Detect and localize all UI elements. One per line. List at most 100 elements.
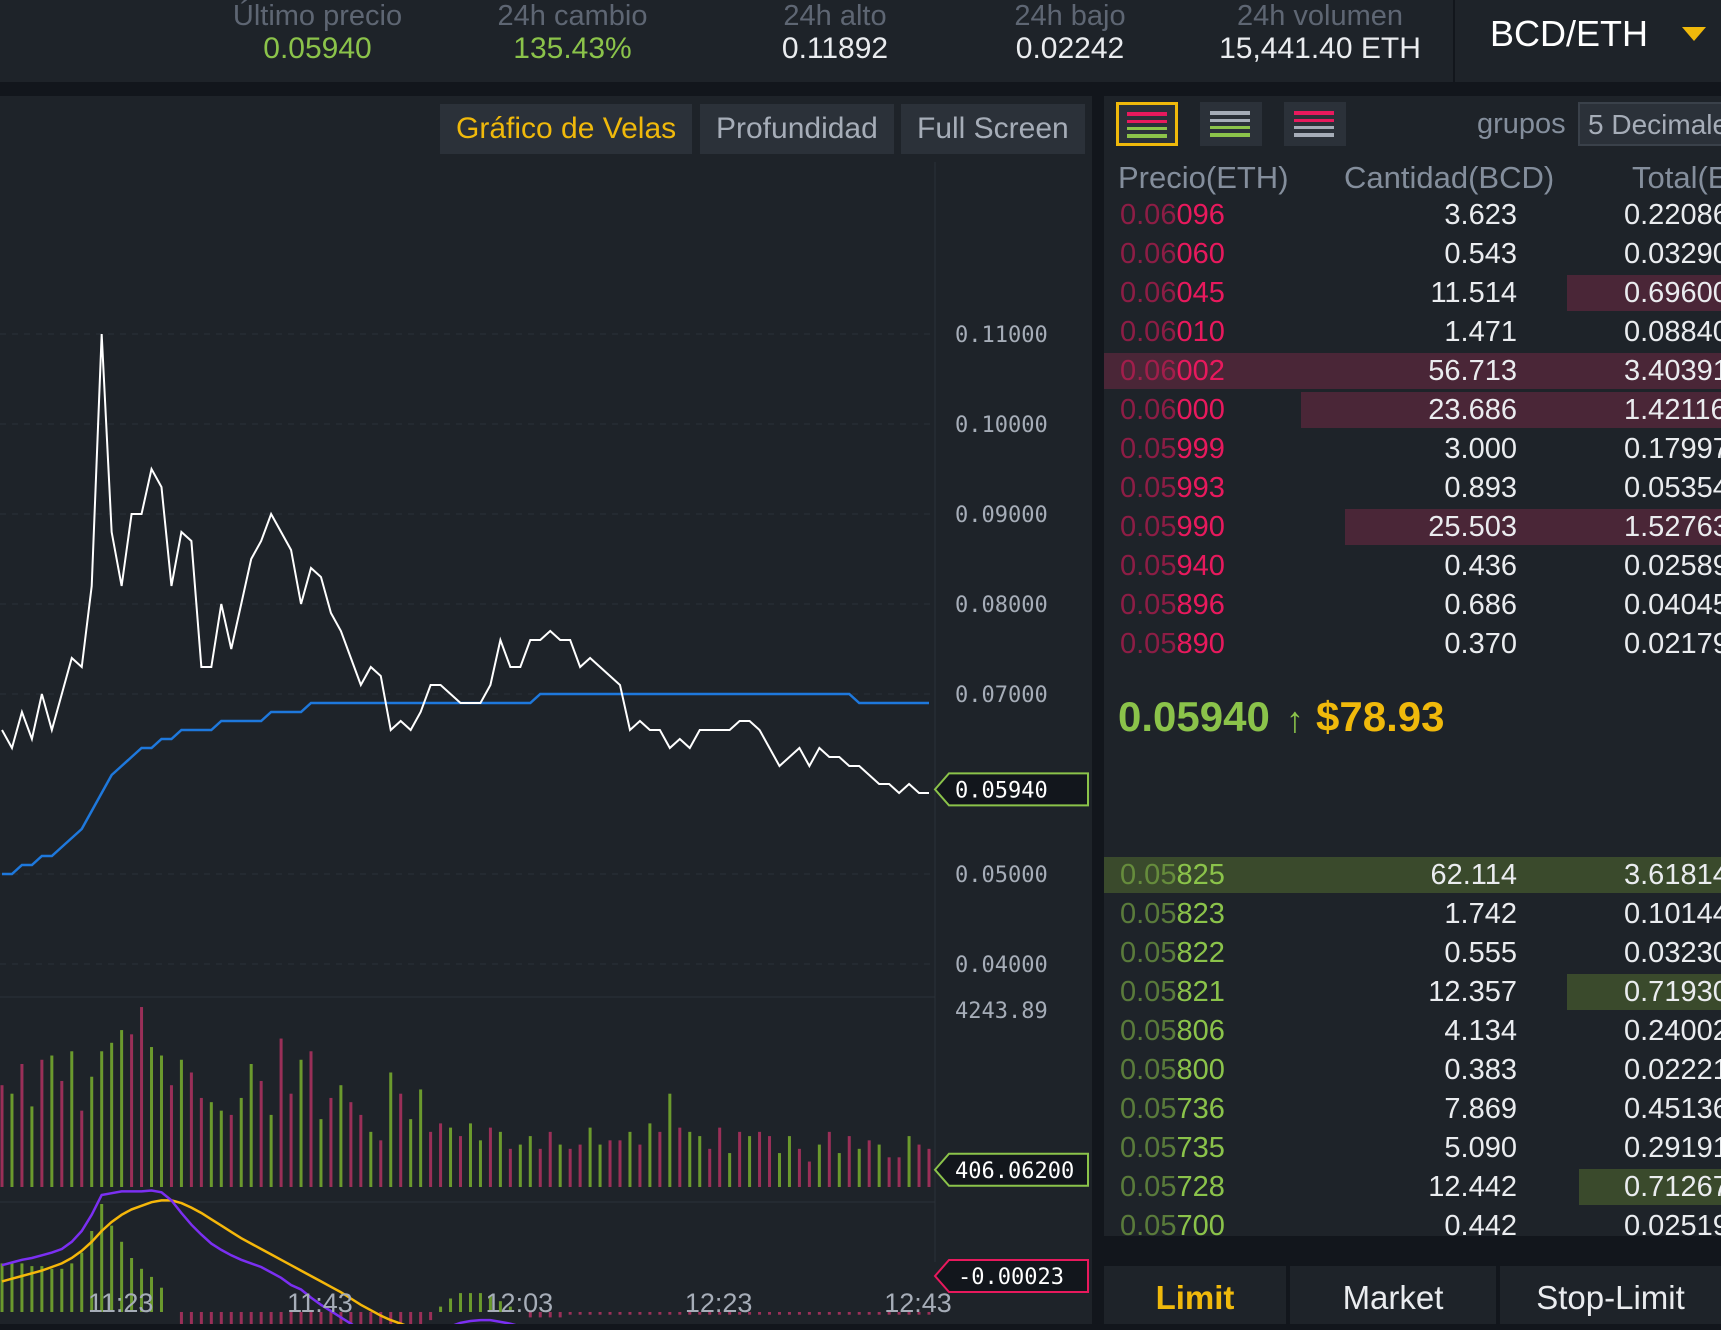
ask-row[interactable]: 0.05993 0.893 0.05354 (1104, 469, 1721, 508)
volume-bar (209, 1102, 213, 1187)
macd-histogram-bar (927, 1312, 931, 1315)
volume-bar (70, 1051, 74, 1187)
row-price: 0.06060 (1120, 235, 1225, 274)
macd-histogram-bar (389, 1312, 393, 1324)
macd-histogram-bar (708, 1312, 712, 1315)
ask-row[interactable]: 0.05896 0.686 0.04045 (1104, 586, 1721, 625)
bid-row[interactable]: 0.05800 0.383 0.02221 (1104, 1051, 1721, 1090)
column-header-amount: Cantidad(BCD) (1344, 160, 1555, 195)
row-total: 0.08840 (1624, 316, 1721, 348)
macd-histogram-bar (299, 1312, 303, 1324)
macd-line (1, 1189, 517, 1324)
price-suffix: 002 (1176, 355, 1225, 387)
decimals-select[interactable]: 5 Decimales (1578, 102, 1721, 146)
orderbook-view-asks-icon[interactable] (1284, 102, 1346, 146)
ask-row[interactable]: 0.06096 3.623 0.22086 (1104, 196, 1721, 235)
bid-row[interactable]: 0.05823 1.742 0.10144 (1104, 895, 1721, 934)
macd-histogram-bar (419, 1312, 423, 1324)
volume-bar (857, 1148, 861, 1187)
price-prefix: 0.06 (1120, 238, 1177, 270)
tab-full-screen[interactable]: Full Screen (901, 104, 1085, 154)
ask-row[interactable]: 0.05890 0.370 0.02179 (1104, 625, 1721, 664)
ask-row[interactable]: 0.06060 0.543 0.03290 (1104, 235, 1721, 274)
orderbook-view-bids-icon[interactable] (1200, 102, 1262, 146)
volume-bar (419, 1089, 423, 1187)
row-price: 0.05940 (1120, 547, 1225, 586)
row-price: 0.05735 (1120, 1129, 1225, 1168)
volume-bar (259, 1080, 263, 1187)
tab-depth-chart[interactable]: Profundidad (700, 104, 894, 154)
volume-bar (299, 1059, 303, 1187)
stat-last-price: Último precio 0.05940 (225, 0, 410, 66)
macd-histogram-bar (787, 1312, 791, 1315)
volume-bar (598, 1144, 602, 1187)
row-price: 0.05700 (1120, 1207, 1225, 1236)
macd-histogram-bar (259, 1312, 263, 1324)
bid-row[interactable]: 0.05806 4.134 0.24002 (1104, 1012, 1721, 1051)
chart-panel: Gráfico de Velas Profundidad Full Screen… (0, 96, 1092, 1324)
macd-histogram-bar (548, 1312, 552, 1318)
depth-bar (1345, 509, 1721, 545)
price-prefix: 0.05 (1120, 1015, 1177, 1047)
volume-bar (439, 1123, 443, 1187)
row-total: 0.17997 (1624, 433, 1721, 465)
stat-label: Último precio (232, 0, 403, 32)
ask-row[interactable]: 0.05940 0.436 0.02589 (1104, 547, 1721, 586)
row-total: 0.71267 (1624, 1171, 1721, 1203)
macd-histogram-bar (608, 1312, 612, 1315)
volume-bar (608, 1140, 612, 1187)
price-chart[interactable]: 0.11000 0.10000 0.09000 0.08000 0.07000 0.050… (0, 162, 1092, 1324)
ask-row[interactable]: 0.06002 56.713 3.40391 (1104, 352, 1721, 391)
orderbook-view-both-icon[interactable] (1116, 102, 1178, 146)
macd-histogram-bar (399, 1312, 403, 1324)
macd-histogram-bar (887, 1312, 891, 1315)
volume-bar (628, 1131, 632, 1187)
price-prefix: 0.05 (1120, 976, 1177, 1008)
tab-stop-limit[interactable]: Stop-Limit (1500, 1266, 1721, 1324)
stat-value: 15,441.40 ETH (1219, 32, 1421, 65)
bid-row[interactable]: 0.05700 0.442 0.02519 (1104, 1207, 1721, 1236)
tab-limit[interactable]: Limit (1104, 1266, 1286, 1324)
macd-histogram-bar (379, 1312, 383, 1324)
ask-row[interactable]: 0.06000 23.686 1.42116 (1104, 391, 1721, 430)
ask-row[interactable]: 0.05999 3.000 0.17997 (1104, 430, 1721, 469)
ask-row[interactable]: 0.06045 11.514 0.69600 (1104, 274, 1721, 313)
bid-row[interactable]: 0.05821 12.357 0.71930 (1104, 973, 1721, 1012)
volume-bar (867, 1140, 871, 1187)
last-price-tag (933, 772, 1089, 807)
price-suffix: 825 (1176, 859, 1225, 891)
volume-bar (698, 1136, 702, 1187)
bid-row[interactable]: 0.05735 5.090 0.29191 (1104, 1129, 1721, 1168)
price-tick-label: 0.08000 (955, 593, 1048, 618)
stat-24h-change: 24h cambio 135.43% (480, 0, 665, 66)
stat-label: 24h volumen (1236, 0, 1404, 32)
ask-row[interactable]: 0.05990 25.503 1.52763 (1104, 508, 1721, 547)
tab-market[interactable]: Market (1290, 1266, 1496, 1324)
volume-bar (738, 1131, 742, 1187)
tab-candlestick-chart[interactable]: Gráfico de Velas (440, 104, 693, 154)
bid-row[interactable]: 0.05825 62.114 3.61814 (1104, 856, 1721, 895)
depth-bar (1567, 275, 1721, 311)
bid-row[interactable]: 0.05736 7.869 0.45136 (1104, 1090, 1721, 1129)
pair-selector[interactable]: BCD/ETH (1490, 13, 1706, 55)
volume-bar (468, 1123, 472, 1187)
price-tick-label: 0.04000 (955, 953, 1048, 978)
order-book-panel: grupos 5 Decimales Precio(ETH) Cantidad(… (1104, 96, 1721, 1236)
stat-value: 0.05940 (263, 32, 372, 65)
bid-row[interactable]: 0.05728 12.442 0.71267 (1104, 1168, 1721, 1207)
volume-bar (249, 1063, 253, 1187)
ask-row[interactable]: 0.06010 1.471 0.08840 (1104, 313, 1721, 352)
price-suffix: 735 (1176, 1132, 1225, 1164)
price-suffix: 700 (1176, 1210, 1225, 1236)
row-price: 0.06096 (1120, 196, 1225, 235)
price-suffix: 821 (1176, 976, 1225, 1008)
row-total: 1.42116 (1624, 394, 1721, 426)
macd-histogram-bar (688, 1312, 692, 1315)
volume-bar (369, 1131, 373, 1187)
bid-row[interactable]: 0.05822 0.555 0.03230 (1104, 934, 1721, 973)
macd-histogram-bar (90, 1231, 94, 1312)
row-price: 0.05999 (1120, 430, 1225, 469)
price-tick-label: 0.11000 (955, 323, 1048, 348)
stat-24h-low: 24h bajo 0.02242 (990, 0, 1150, 66)
volume-bar (269, 1114, 273, 1187)
